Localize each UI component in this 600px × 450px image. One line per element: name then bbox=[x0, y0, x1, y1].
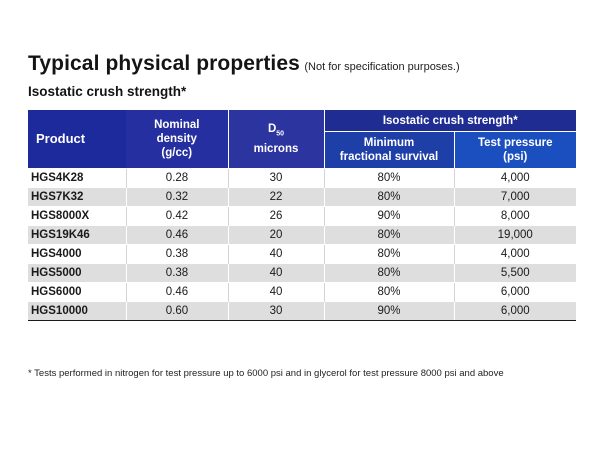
cell-survival: 80% bbox=[323, 244, 454, 264]
cell-density: 0.46 bbox=[125, 225, 228, 245]
cell-d50: 30 bbox=[227, 301, 324, 321]
cell-d50: 40 bbox=[227, 244, 324, 264]
header-d50: D50 microns bbox=[227, 110, 324, 169]
cell-density: 0.46 bbox=[125, 282, 228, 302]
cell-d50: 40 bbox=[227, 263, 324, 283]
cell-product: HGS6000 bbox=[28, 282, 126, 302]
header-density-line2: density bbox=[156, 133, 197, 145]
table-row: HGS10000 0.60 30 90% 6,000 bbox=[28, 301, 576, 321]
cell-pressure: 4,000 bbox=[453, 244, 576, 264]
header-d50-letter: D bbox=[267, 123, 277, 136]
cell-survival: 90% bbox=[323, 301, 454, 321]
cell-product: HGS19K46 bbox=[28, 225, 126, 245]
cell-product: HGS4000 bbox=[28, 244, 126, 264]
cell-pressure: 5,500 bbox=[453, 263, 576, 283]
cell-d50: 40 bbox=[227, 282, 324, 302]
cell-pressure: 7,000 bbox=[453, 187, 576, 207]
header-nominal-density: Nominal density (g/cc) bbox=[126, 110, 228, 169]
cell-pressure: 8,000 bbox=[453, 206, 576, 226]
cell-density: 0.42 bbox=[125, 206, 228, 226]
header-product: Product bbox=[28, 110, 126, 169]
table-row: HGS7K32 0.32 22 80% 7,000 bbox=[28, 187, 576, 207]
cell-d50: 30 bbox=[227, 168, 324, 188]
cell-d50: 26 bbox=[227, 206, 324, 226]
cell-survival: 80% bbox=[323, 263, 454, 283]
table-row: HGS5000 0.38 40 80% 5,500 bbox=[28, 263, 576, 283]
header-min-survival: Minimum fractional survival bbox=[323, 131, 454, 169]
header-density-line1: Nominal bbox=[154, 119, 200, 131]
cell-pressure: 6,000 bbox=[453, 301, 576, 321]
cell-density: 0.28 bbox=[125, 168, 228, 188]
table-subtitle: Isostatic crush strength* bbox=[28, 84, 187, 99]
cell-product: HGS8000X bbox=[28, 206, 126, 226]
cell-pressure: 19,000 bbox=[453, 225, 576, 245]
header-survival-line2: fractional survival bbox=[339, 151, 439, 163]
header-density-line3: (g/cc) bbox=[161, 147, 193, 159]
cell-product: HGS4K28 bbox=[28, 168, 126, 188]
cell-product: HGS10000 bbox=[28, 301, 126, 321]
cell-d50: 20 bbox=[227, 225, 324, 245]
table-row: HGS4000 0.38 40 80% 4,000 bbox=[28, 244, 576, 264]
cell-d50: 22 bbox=[227, 187, 324, 207]
cell-pressure: 6,000 bbox=[453, 282, 576, 302]
cell-product: HGS5000 bbox=[28, 263, 126, 283]
header-survival-line1: Minimum bbox=[363, 137, 415, 149]
title-note: (Not for specification purposes.) bbox=[304, 61, 460, 73]
footnote: * Tests performed in nitrogen for test p… bbox=[28, 368, 504, 379]
header-d50-subscript: 50 bbox=[276, 130, 285, 138]
header-pressure-line2: (psi) bbox=[503, 151, 528, 163]
table-row: HGS4K28 0.28 30 80% 4,000 bbox=[28, 168, 576, 188]
header-d50-microns: microns bbox=[253, 142, 299, 155]
header-pressure-line1: Test pressure bbox=[477, 137, 553, 149]
table-row: HGS8000X 0.42 26 90% 8,000 bbox=[28, 206, 576, 226]
properties-table: Product Nominal density (g/cc) D50 micro… bbox=[28, 110, 576, 321]
header-isostatic-group: Isostatic crush strength* bbox=[323, 110, 576, 132]
cell-survival: 80% bbox=[323, 282, 454, 302]
cell-survival: 80% bbox=[323, 225, 454, 245]
title-row: Typical physical properties (Not for spe… bbox=[28, 52, 460, 76]
page-title: Typical physical properties bbox=[28, 52, 300, 75]
cell-density: 0.32 bbox=[125, 187, 228, 207]
cell-density: 0.60 bbox=[125, 301, 228, 321]
header-test-pressure: Test pressure (psi) bbox=[453, 131, 576, 169]
cell-density: 0.38 bbox=[125, 263, 228, 283]
cell-pressure: 4,000 bbox=[453, 168, 576, 188]
table-row: HGS6000 0.46 40 80% 6,000 bbox=[28, 282, 576, 302]
cell-survival: 90% bbox=[323, 206, 454, 226]
cell-survival: 80% bbox=[323, 168, 454, 188]
cell-survival: 80% bbox=[323, 187, 454, 207]
cell-density: 0.38 bbox=[125, 244, 228, 264]
table-row: HGS19K46 0.46 20 80% 19,000 bbox=[28, 225, 576, 245]
cell-product: HGS7K32 bbox=[28, 187, 126, 207]
